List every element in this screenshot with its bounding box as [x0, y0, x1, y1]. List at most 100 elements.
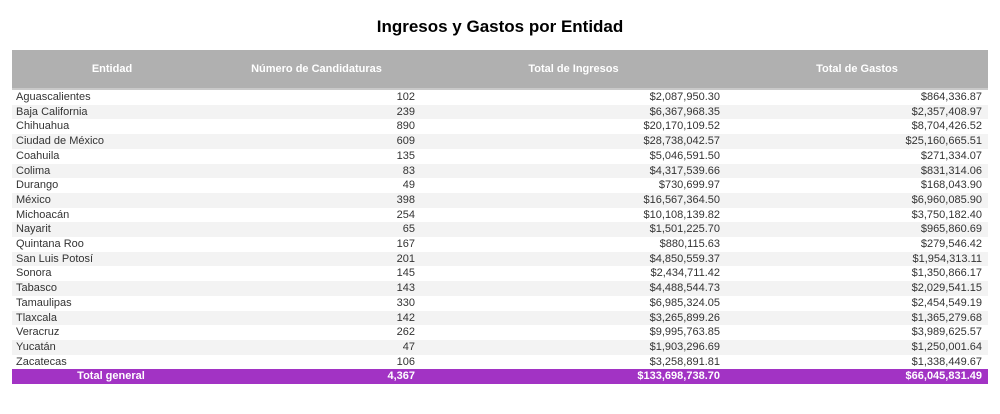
- cell-candidaturas: 330: [396, 296, 415, 309]
- table-row: Tabasco 143 $4,488,544.73 $2,029,541.15: [12, 281, 988, 296]
- col-header-entidad[interactable]: Entidad: [12, 50, 212, 90]
- cell-ingresos: $16,567,364.50: [421, 192, 726, 208]
- table-row: Coahuila 135 $5,046,591.50 $271,334.07: [12, 149, 988, 164]
- cell-gastos: $1,350,866.17: [911, 267, 982, 280]
- table-row: Veracruz 262 $9,995,763.85 $3,989,625.57: [12, 325, 988, 340]
- cell-ingresos: $9,995,763.85: [649, 326, 720, 339]
- table-row: Yucatán 47 $1,903,296.69 $1,250,001.64: [12, 339, 988, 355]
- cell-gastos: $1,338,449.67: [911, 355, 982, 368]
- cell-ingresos: $5,046,591.50: [649, 149, 720, 162]
- cell-gastos: $3,750,182.40: [911, 208, 982, 221]
- cell-entidad: Nayarit: [12, 222, 212, 238]
- cell-gastos: $831,314.06: [726, 163, 988, 179]
- cell-candidaturas: 47: [212, 339, 421, 355]
- table-row: Aguascalientes 102 $2,087,950.30 $864,336.8…: [12, 89, 988, 105]
- cell-gastos: $8,704,426.52: [911, 120, 982, 133]
- col-header-ingresos[interactable]: Total de Ingresos: [421, 50, 726, 90]
- cell-gastos: $168,043.90: [920, 179, 982, 192]
- cell-entidad: Michoacán: [16, 208, 70, 221]
- cell-candidaturas: 201: [212, 251, 421, 267]
- cell-gastos: $2,357,408.97: [726, 104, 988, 120]
- entity-table: Entidad Número de Candidaturas Total de …: [12, 50, 988, 385]
- total-row: Total general 4,367 $133,698,738.70 $66,…: [12, 369, 988, 385]
- cell-entidad: San Luis Potosí: [12, 251, 212, 267]
- cell-gastos: $2,029,541.15: [726, 281, 988, 296]
- cell-entidad: Tamaulipas: [16, 296, 72, 309]
- cell-entidad: Coahuila: [16, 149, 60, 162]
- table-row: Quintana Roo 167 $880,115.63 $279,546.42: [12, 237, 988, 252]
- cell-candidaturas: 65: [212, 222, 421, 238]
- cell-ingresos: $1,501,225.70: [421, 222, 726, 238]
- cell-entidad: Yucatán: [12, 339, 212, 355]
- cell-entidad: México: [12, 192, 212, 208]
- cell-entidad: Durango: [16, 179, 59, 192]
- cell-candidaturas: 167: [396, 238, 415, 251]
- col-header-gastos[interactable]: Total de Gastos: [726, 50, 988, 90]
- cell-ingresos: $880,115.63: [659, 238, 720, 251]
- cell-entidad: Chihuahua: [16, 120, 70, 133]
- table-row: Ciudad de México 609 $28,738,042.57 $25,160…: [12, 134, 988, 149]
- cell-entidad: Ciudad de México: [12, 134, 212, 149]
- cell-entidad: Colima: [12, 163, 212, 179]
- table-row: Chihuahua 890 $20,170,109.52 $8,704,426.52: [12, 119, 988, 134]
- total-ingresos: $133,698,738.70: [421, 369, 726, 385]
- cell-gastos: $2,454,549.19: [911, 296, 982, 309]
- cell-ingresos: $10,108,139.82: [643, 208, 720, 221]
- table-row: Sonora 145 $2,434,711.42 $1,350,866.17: [12, 266, 988, 281]
- cell-gastos: $965,860.69: [726, 222, 988, 238]
- table-row: Nayarit 65 $1,501,225.70 $965,860.69: [12, 222, 988, 238]
- cell-candidaturas: 83: [212, 163, 421, 179]
- cell-gastos: $3,989,625.57: [911, 326, 982, 339]
- table-header-row: Entidad Número de Candidaturas Total de …: [12, 50, 988, 90]
- page-title: Ingresos y Gastos por Entidad: [376, 17, 624, 36]
- cell-ingresos: $20,170,109.52: [643, 120, 720, 133]
- cell-candidaturas: 49: [402, 179, 415, 192]
- cell-ingresos: $6,367,968.35: [421, 104, 726, 120]
- table-row: Baja California 239 $6,367,968.35 $2,357,40…: [12, 104, 988, 120]
- cell-candidaturas: 254: [396, 208, 415, 221]
- cell-gastos: $6,960,085.90: [726, 192, 988, 208]
- cell-ingresos: $1,903,296.69: [421, 339, 726, 355]
- cell-ingresos: $2,087,950.30: [649, 91, 720, 103]
- cell-gastos: $25,160,665.51: [726, 134, 988, 149]
- table-row: Michoacán 254 $10,108,139.82 $3,750,182.40: [12, 208, 988, 223]
- total-gastos: $66,045,831.49: [726, 369, 988, 385]
- cell-candidaturas: 609: [212, 134, 421, 149]
- cell-candidaturas: 239: [212, 104, 421, 120]
- total-candidaturas: 4,367: [212, 369, 421, 385]
- cell-entidad: Tabasco: [12, 281, 212, 296]
- table-row: San Luis Potosí 201 $4,850,559.37 $1,954,31…: [12, 251, 988, 267]
- table-row: Tamaulipas 330 $6,985,324.05 $2,454,549.19: [12, 296, 988, 311]
- total-label: Total general: [12, 369, 212, 385]
- cell-ingresos: $6,985,324.05: [649, 296, 720, 309]
- table-row: Tlaxcala 142 $3,265,899.26 $1,365,279.68: [12, 310, 988, 326]
- table-row: Durango 49 $730,699.97 $168,043.90: [12, 178, 988, 193]
- cell-entidad: Baja California: [12, 104, 212, 120]
- col-header-candidaturas[interactable]: Número de Candidaturas: [212, 50, 421, 90]
- table-row: Colima 83 $4,317,539.66 $831,314.06: [12, 163, 988, 179]
- cell-entidad: Zacatecas: [16, 355, 67, 368]
- cell-entidad: Sonora: [16, 267, 52, 280]
- cell-gastos: $271,334.07: [920, 149, 982, 162]
- cell-ingresos: $4,317,539.66: [421, 163, 726, 179]
- cell-ingresos: $3,258,891.81: [649, 355, 720, 368]
- cell-gastos: $864,336.87: [920, 91, 982, 103]
- cell-candidaturas: 142: [212, 310, 421, 326]
- cell-candidaturas: 398: [212, 192, 421, 208]
- table-row: Zacatecas 106 $3,258,891.81 $1,338,449.67: [12, 355, 988, 370]
- cell-ingresos: $2,434,711.42: [650, 267, 720, 280]
- cell-ingresos: $28,738,042.57: [421, 134, 726, 149]
- report-page: Ingresos y Gastos por Entidad Entidad Nú…: [0, 14, 1000, 385]
- cell-candidaturas: 102: [396, 91, 415, 103]
- cell-entidad: Quintana Roo: [16, 238, 84, 251]
- cell-ingresos: $4,488,544.73: [421, 281, 726, 296]
- cell-candidaturas: 106: [396, 355, 415, 368]
- cell-entidad: Tlaxcala: [12, 310, 212, 326]
- cell-ingresos: $4,850,559.37: [421, 251, 726, 267]
- cell-candidaturas: 143: [212, 281, 421, 296]
- cell-gastos: $279,546.42: [920, 238, 982, 251]
- cell-ingresos: $3,265,899.26: [421, 310, 726, 326]
- cell-candidaturas: 135: [396, 149, 415, 162]
- cell-candidaturas: 145: [396, 267, 415, 280]
- table-row: México 398 $16,567,364.50 $6,960,085.90: [12, 192, 988, 208]
